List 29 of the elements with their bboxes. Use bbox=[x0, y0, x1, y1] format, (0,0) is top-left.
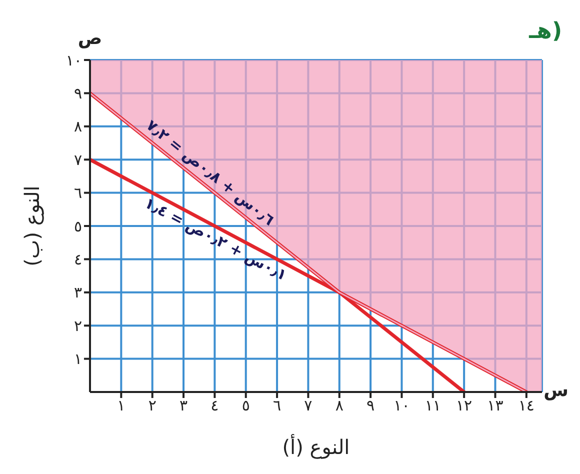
x-tick-label: ٦ bbox=[273, 396, 282, 415]
x-tick-label: ١ bbox=[117, 396, 126, 415]
y-tick-label: ٣ bbox=[74, 284, 82, 302]
x-tick-label: ٨ bbox=[335, 396, 344, 415]
x-axis-title: النوع (أ) bbox=[282, 434, 350, 459]
x-tick-label: ١١ bbox=[424, 396, 441, 415]
text: س bbox=[544, 380, 568, 401]
y-tick-label: ١ bbox=[74, 350, 82, 368]
x-tick-label: ١٣ bbox=[487, 396, 504, 415]
x-tick-label: ٢ bbox=[148, 396, 156, 415]
y-tick-label: ٢ bbox=[74, 316, 82, 335]
x-tick-label: ١٠ bbox=[394, 396, 410, 415]
x-tick-label: ٥ bbox=[242, 396, 250, 415]
x-tick-label: ١٢ bbox=[456, 396, 472, 415]
x-tick-label: ٩ bbox=[366, 396, 375, 415]
text: هـ) bbox=[528, 19, 562, 44]
y-tick-label: ٨ bbox=[74, 118, 82, 136]
text: ص bbox=[78, 28, 102, 49]
y-tick-label: ١٠ bbox=[66, 51, 82, 70]
y-tick-label: ٩ bbox=[74, 84, 82, 103]
y-tick-label: ٥ bbox=[74, 217, 82, 236]
x-tick-label: ١٤ bbox=[518, 396, 534, 415]
y-tick-label: ٦ bbox=[74, 184, 82, 202]
x-tick-label: ٤ bbox=[210, 396, 219, 415]
y-axis-title: النوع (ب) bbox=[20, 186, 44, 266]
x-tick-label: ٧ bbox=[304, 396, 312, 415]
y-tick-label: ٧ bbox=[74, 150, 82, 169]
x-tick-label: ٣ bbox=[179, 396, 188, 415]
y-tick-label: ٤ bbox=[74, 250, 82, 269]
